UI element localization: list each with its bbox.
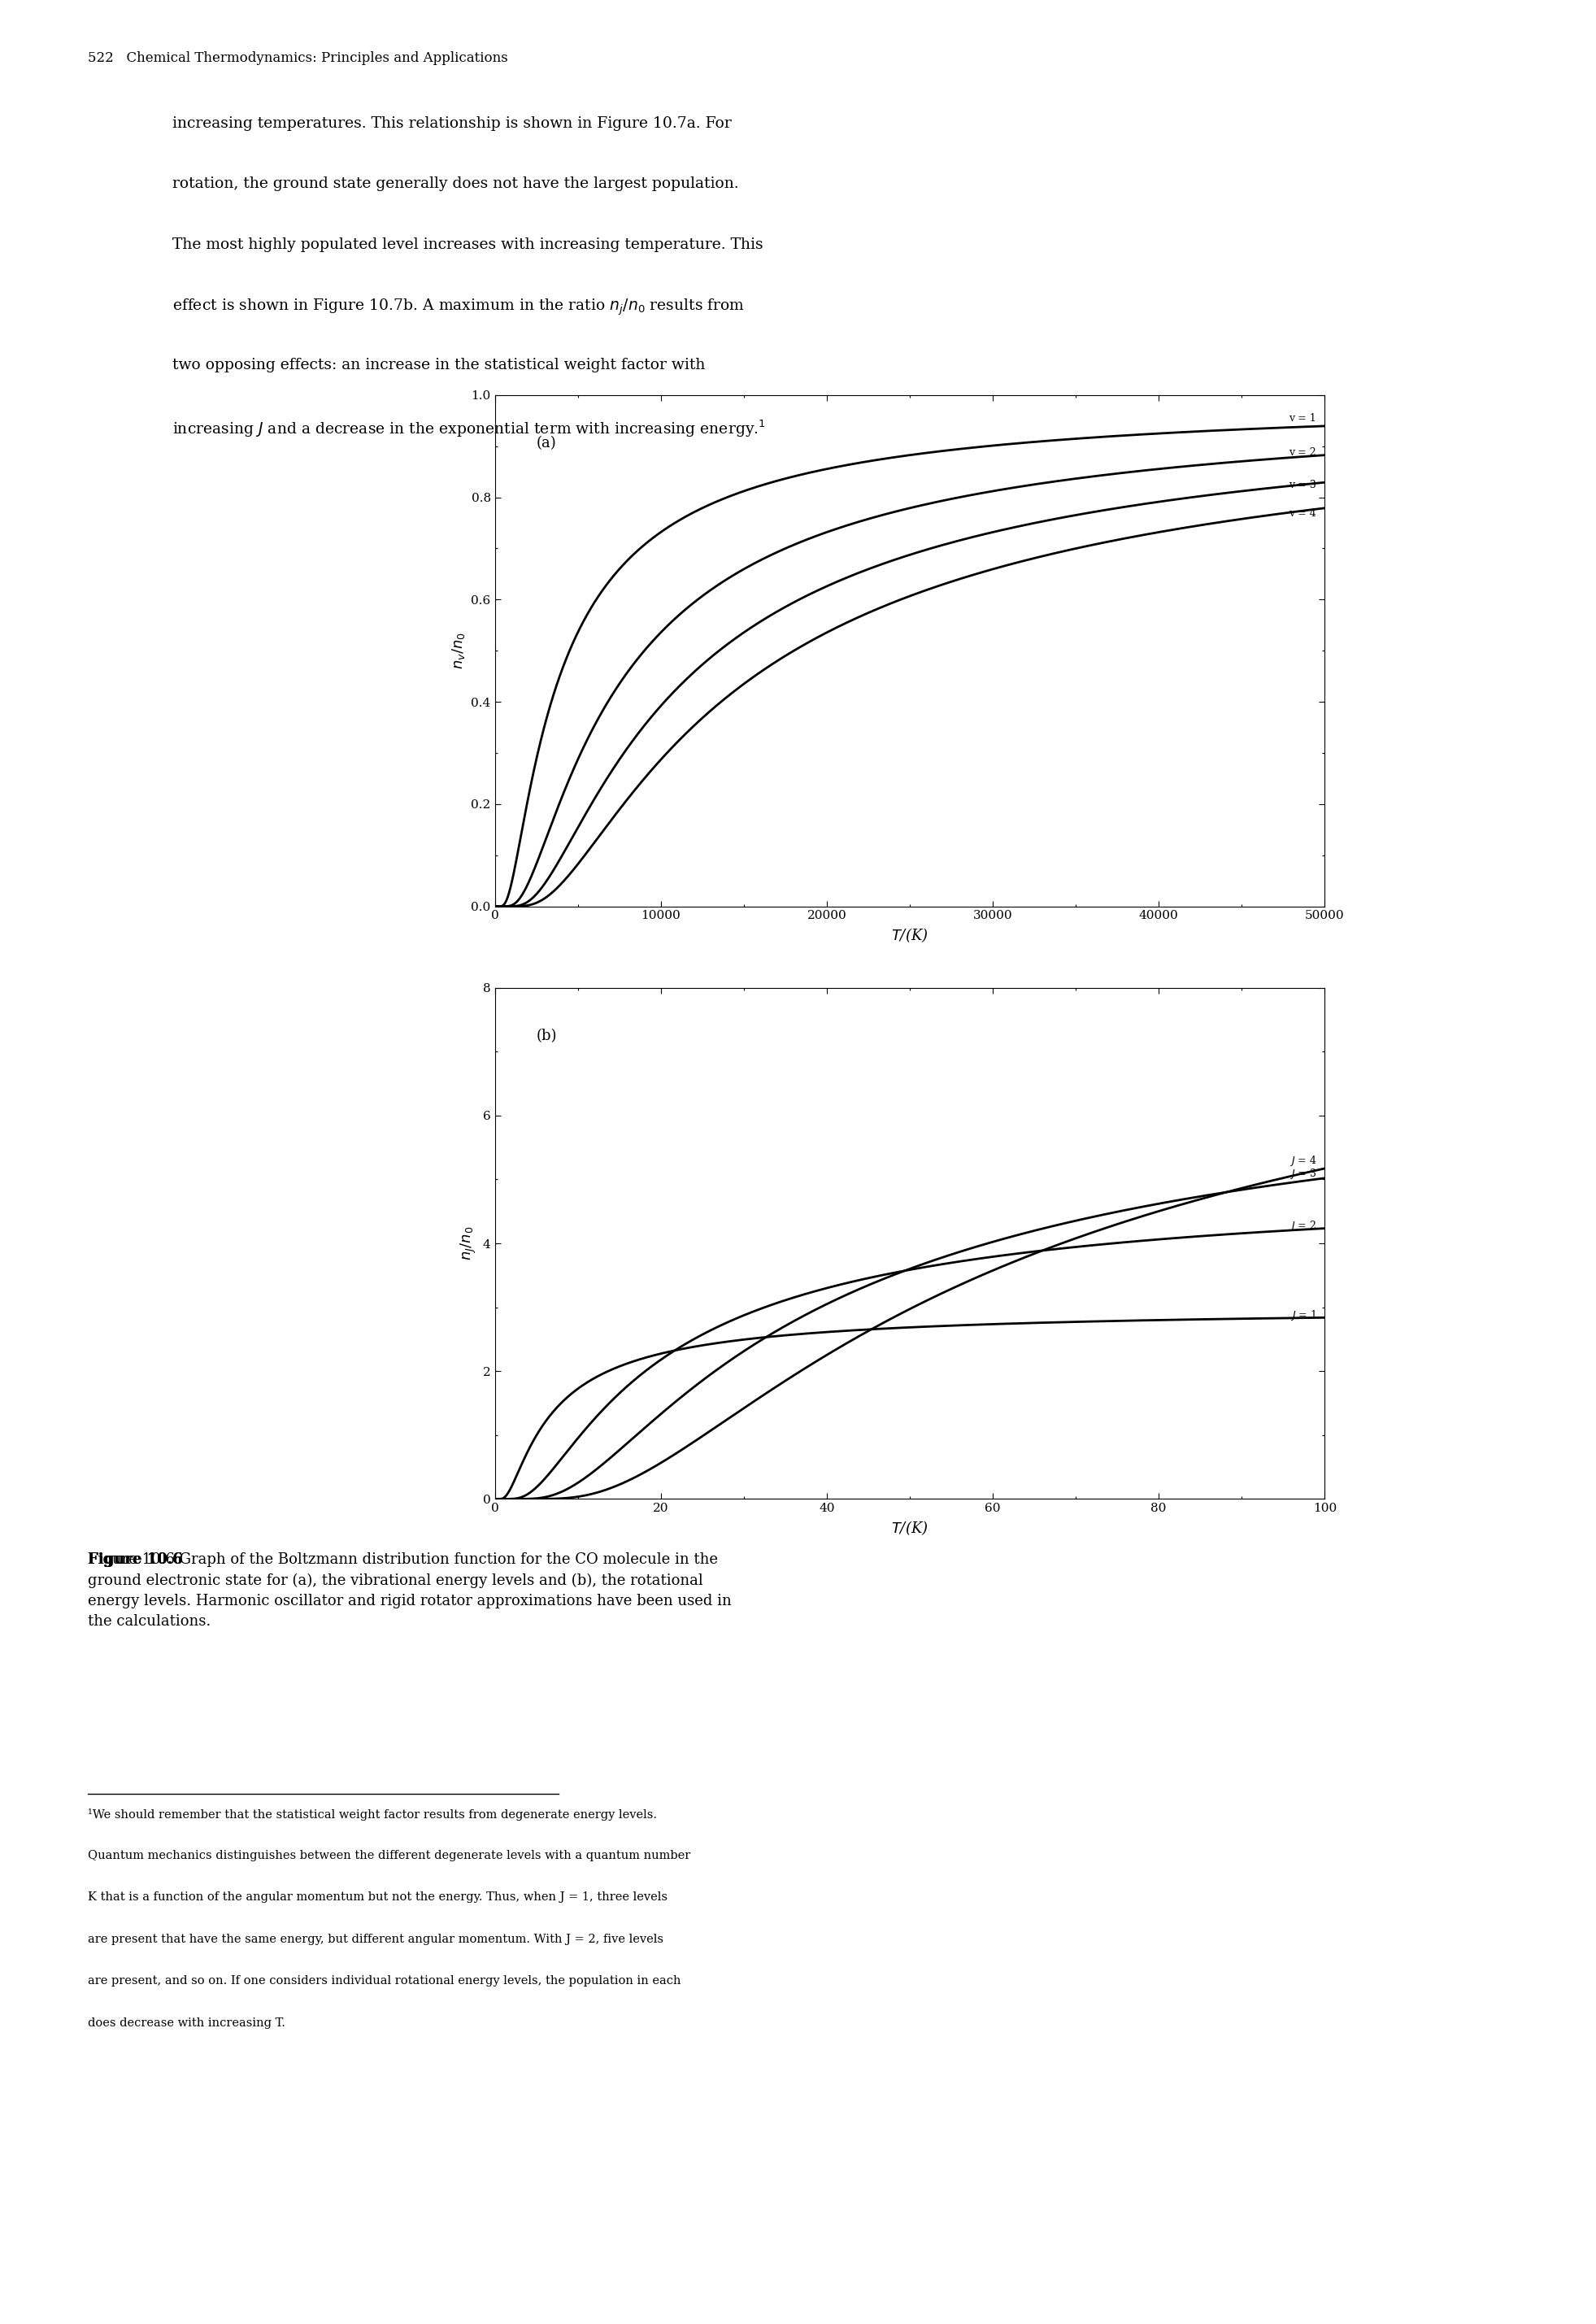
- Text: two opposing effects: an increase in the statistical weight factor with: two opposing effects: an increase in the…: [172, 358, 705, 372]
- Text: 522   Chemical Thermodynamics: Principles and Applications: 522 Chemical Thermodynamics: Principles …: [88, 51, 508, 65]
- X-axis label: $T$/(K): $T$/(K): [891, 927, 929, 944]
- Text: The most highly populated level increases with increasing temperature. This: The most highly populated level increase…: [172, 237, 763, 251]
- X-axis label: $T$/(K): $T$/(K): [891, 1520, 929, 1536]
- Text: v = 2: v = 2: [1290, 446, 1317, 458]
- Text: $J$ = 1: $J$ = 1: [1290, 1308, 1317, 1322]
- Text: increasing $J$ and a decrease in the exponential term with increasing energy.$^{: increasing $J$ and a decrease in the exp…: [172, 418, 766, 439]
- Text: $J$ = 4: $J$ = 4: [1290, 1155, 1317, 1167]
- Text: rotation, the ground state generally does not have the largest population.: rotation, the ground state generally doe…: [172, 177, 739, 191]
- Text: does decrease with increasing T.: does decrease with increasing T.: [88, 2017, 286, 2029]
- Text: (b): (b): [536, 1030, 557, 1043]
- Text: increasing temperatures. This relationship is shown in Figure 10.7a. For: increasing temperatures. This relationsh…: [172, 116, 731, 130]
- Text: v = 4: v = 4: [1290, 509, 1317, 518]
- Text: Figure 10.6: Figure 10.6: [88, 1552, 182, 1566]
- Y-axis label: $n_v/n_0$: $n_v/n_0$: [450, 632, 466, 669]
- Text: Quantum mechanics distinguishes between the different degenerate levels with a q: Quantum mechanics distinguishes between …: [88, 1850, 691, 1862]
- Text: Figure 10.6 Graph of the Boltzmann distribution function for the CO molecule in : Figure 10.6 Graph of the Boltzmann distr…: [88, 1552, 731, 1629]
- Text: K that is a function of the angular momentum but not the energy. Thus, when J = : K that is a function of the angular mome…: [88, 1892, 667, 1903]
- Y-axis label: $n_J/n_0$: $n_J/n_0$: [460, 1227, 479, 1260]
- Text: are present, and so on. If one considers individual rotational energy levels, th: are present, and so on. If one considers…: [88, 1975, 681, 1987]
- Text: effect is shown in Figure 10.7b. A maximum in the ratio $n_j/n_0$ results from: effect is shown in Figure 10.7b. A maxim…: [172, 297, 745, 318]
- Text: v = 3: v = 3: [1290, 479, 1317, 490]
- Text: $J$ = 2: $J$ = 2: [1290, 1218, 1317, 1232]
- Text: $J$ = 3: $J$ = 3: [1290, 1167, 1317, 1181]
- Text: Figure 10.6: Figure 10.6: [88, 1552, 182, 1566]
- Text: ¹We should remember that the statistical weight factor results from degenerate e: ¹We should remember that the statistical…: [88, 1808, 658, 1820]
- Text: are present that have the same energy, but different angular momentum. With J = : are present that have the same energy, b…: [88, 1934, 664, 1945]
- Text: v = 1: v = 1: [1290, 414, 1317, 423]
- Text: (a): (a): [536, 437, 557, 451]
